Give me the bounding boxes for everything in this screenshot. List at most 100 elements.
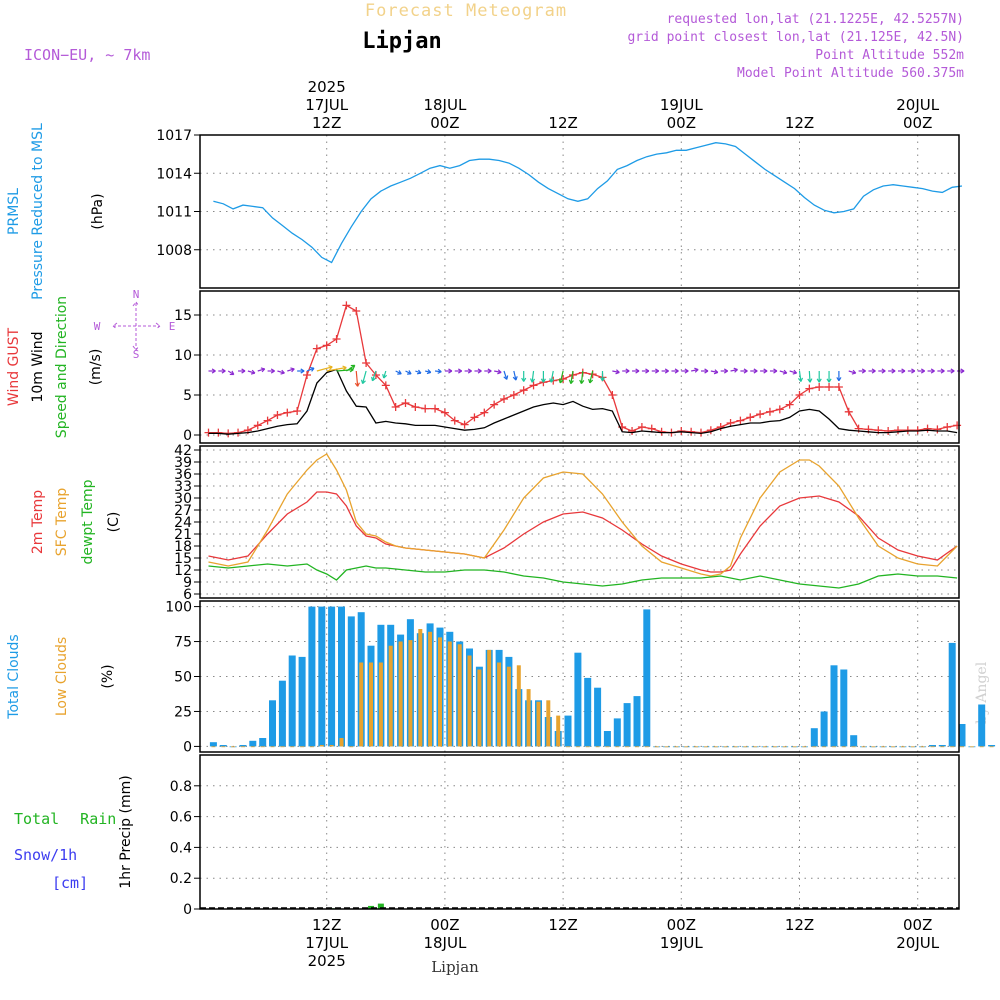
cloud-bar-low-clouds <box>969 746 974 748</box>
cloud-bar-low-clouds <box>920 746 925 748</box>
gust-marker <box>342 301 351 310</box>
cloud-bar-low-clouds <box>526 689 531 747</box>
y-tick-label: 5 <box>183 388 192 404</box>
wind-direction-arrow <box>326 366 347 372</box>
y-tick-label: 12 <box>174 563 192 579</box>
cloud-bar-low-clouds <box>487 649 492 747</box>
wind-direction-arrow <box>306 367 315 372</box>
wind-arrow-head <box>458 368 463 374</box>
cloud-bar-low-clouds <box>940 746 945 748</box>
y-axis-label: (hPa) <box>90 193 106 229</box>
y-tick-label: 39 <box>174 455 192 471</box>
gust-marker <box>815 383 824 391</box>
cloud-bar-low-clouds <box>566 746 570 748</box>
cloud-bar-low-clouds <box>447 641 452 747</box>
wind-direction-arrow <box>612 370 620 373</box>
wind-arrow-head <box>416 369 422 375</box>
y-axis-label: Speed and Direction <box>54 296 70 438</box>
wind-arrow-head <box>300 368 305 374</box>
wind-arrow-head <box>881 368 886 374</box>
wind-arrow-head <box>328 365 333 371</box>
time-label-top: 19JUL <box>660 96 703 114</box>
cloud-bar-low-clouds <box>674 746 679 748</box>
cloud-bar-low-clouds <box>841 746 846 748</box>
cloud-bar-low-clouds <box>516 665 521 747</box>
wind-direction-arrow <box>531 370 535 383</box>
wind-arrow-head <box>260 367 266 373</box>
wind-arrow-head <box>467 368 472 374</box>
gust-marker <box>716 423 725 431</box>
gust-marker <box>677 427 686 435</box>
wind-direction-arrow <box>848 370 856 374</box>
cloud-bar-total-clouds <box>830 665 838 747</box>
wind-direction-arrow <box>789 370 797 374</box>
cloud-bar-low-clouds <box>241 746 245 748</box>
y-axis-label: 10m Wind <box>30 331 46 402</box>
wind-arrow-head <box>792 369 798 375</box>
cloud-bar-low-clouds <box>260 746 265 748</box>
gust-marker <box>431 404 440 413</box>
time-label-bottom: 2025 <box>308 952 346 970</box>
wind-arrow-head <box>426 369 432 375</box>
cloud-bar-low-clouds <box>960 746 964 748</box>
wind-arrow-head <box>694 367 699 373</box>
cloud-bar-total-clouds <box>978 704 986 747</box>
gust-marker <box>283 408 292 417</box>
cloud-bar-low-clouds <box>250 746 255 748</box>
cloud-bar-total-clouds <box>958 724 966 747</box>
time-label-top: 12Z <box>785 114 814 132</box>
wind-arrow-head <box>753 368 758 374</box>
cloud-bar-low-clouds <box>635 746 639 748</box>
wind-direction-arrow <box>570 370 574 384</box>
y-tick-label: 0.4 <box>170 840 192 856</box>
wind-arrow-head <box>309 366 315 372</box>
cloud-bar-total-clouds <box>288 655 296 747</box>
wind-arrow-head <box>861 368 866 374</box>
gust-marker <box>263 416 272 425</box>
cloud-bar-low-clouds <box>280 746 285 748</box>
wind-arrow-head <box>540 378 546 383</box>
gust-marker <box>470 413 479 422</box>
y-tick-label: 0 <box>183 428 192 444</box>
cloud-bar-total-clouds <box>584 677 592 747</box>
cloud-bar-low-clouds <box>723 746 728 748</box>
wind-arrow-head <box>568 379 574 384</box>
wind-arrow-head <box>960 368 965 374</box>
gust-marker <box>490 400 499 409</box>
wind-direction-arrow <box>808 370 811 383</box>
wind-arrow-head <box>836 377 842 382</box>
wind-arrow-head <box>901 368 906 374</box>
cloud-bar-low-clouds <box>832 746 836 748</box>
wind-arrow-head <box>558 378 564 384</box>
cloud-bar-low-clouds <box>615 746 620 748</box>
requested-coords: requested lon,lat (21.1225E, 42.5257N) <box>667 12 964 27</box>
time-label-bottom: 00Z <box>430 916 459 934</box>
y-tick-label: 0.2 <box>170 871 192 887</box>
time-label-bottom: 18JUL <box>423 934 466 952</box>
gust-marker <box>628 427 637 435</box>
cloud-bar-low-clouds <box>605 746 610 748</box>
wind-arrow-head <box>664 368 669 374</box>
y-tick-label: 24 <box>174 515 192 531</box>
cloud-bar-low-clouds <box>270 746 275 748</box>
y-axis-label: Low Clouds <box>54 637 70 716</box>
wind-arrow-head <box>950 368 955 374</box>
time-label-top: 12Z <box>548 114 577 132</box>
cloud-bar-low-clouds <box>477 669 482 747</box>
panel-wind <box>204 301 965 438</box>
gust-marker <box>460 420 469 429</box>
y-axis-label: 2m Temp <box>30 490 46 554</box>
model-altitude: Model Point Altitude 560.375m <box>737 66 964 81</box>
wind-direction-arrow <box>247 370 256 374</box>
wind-arrow-head <box>911 368 916 374</box>
series-line-10m-wind <box>208 368 958 435</box>
gust-marker <box>765 407 774 416</box>
cloud-bar-low-clouds <box>575 746 580 748</box>
wind-arrow-head <box>891 368 896 374</box>
gust-marker <box>559 375 568 383</box>
wind-direction-arrow <box>494 370 502 373</box>
cloud-bar-total-clouds <box>988 745 996 747</box>
wind-arrow-head <box>529 378 536 383</box>
cloud-bar-low-clouds <box>989 746 994 748</box>
